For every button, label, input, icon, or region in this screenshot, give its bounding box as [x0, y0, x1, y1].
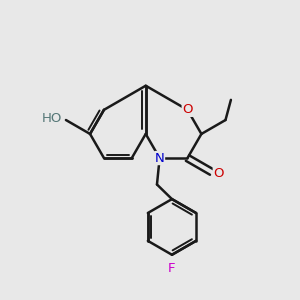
- Text: O: O: [213, 167, 224, 180]
- Text: F: F: [168, 262, 176, 275]
- Text: HO: HO: [41, 112, 62, 125]
- Text: O: O: [182, 103, 193, 116]
- Text: N: N: [155, 152, 164, 164]
